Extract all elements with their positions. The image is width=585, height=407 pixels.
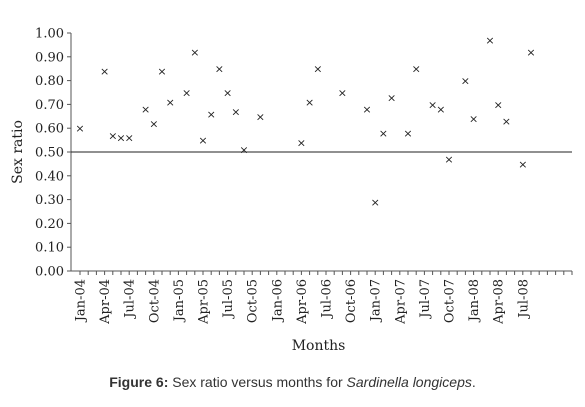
x-tick-label: Jul-05 (221, 279, 236, 320)
data-point: × (428, 98, 437, 111)
x-tick-label: Oct-07 (443, 279, 458, 323)
x-tick-label: Oct-04 (147, 279, 162, 323)
x-tick-label: Oct-05 (246, 279, 261, 323)
data-point: × (157, 65, 166, 78)
data-point: × (494, 98, 503, 111)
y-tick-label: 0.20 (35, 217, 64, 232)
data-point: × (305, 96, 314, 109)
y-tick-label: 0.50 (35, 146, 64, 161)
data-point: × (313, 63, 322, 76)
data-point: × (502, 115, 511, 128)
data-point: × (461, 75, 470, 88)
data-point: × (239, 144, 248, 157)
data-point: × (526, 46, 535, 59)
x-tick-label: Apr-08 (492, 279, 507, 325)
x-tick-label: Apr-06 (295, 279, 310, 325)
data-point: × (182, 87, 191, 100)
data-point: × (436, 103, 445, 116)
x-tick-label: Apr-07 (393, 279, 408, 325)
y-tick-label: 0.80 (35, 74, 64, 89)
x-tick-label: Apr-04 (98, 279, 113, 325)
data-point: × (231, 106, 240, 119)
caption-label: Figure 6: (109, 374, 169, 390)
data-point: × (297, 136, 306, 149)
data-point: × (166, 96, 175, 109)
figure-caption: Figure 6: Sex ratio versus months for Sa… (0, 374, 585, 390)
y-tick-label: 0.30 (35, 193, 64, 208)
x-tick-label: Jan-07 (369, 279, 384, 323)
x-tick-label: Oct-06 (344, 279, 359, 323)
data-point: × (518, 158, 527, 171)
x-tick-label: Jan-04 (74, 279, 89, 323)
data-point: × (141, 103, 150, 116)
caption-species: Sardinella longiceps (346, 374, 472, 390)
data-point: × (223, 87, 232, 100)
data-point: × (190, 46, 199, 59)
x-tick-label: Jan-05 (172, 279, 187, 323)
data-point: × (485, 34, 494, 47)
x-tick-label: Jul-08 (516, 279, 531, 320)
data-point: × (198, 134, 207, 147)
y-tick-label: 0.00 (35, 265, 64, 280)
y-axis-label: Sex ratio (10, 120, 26, 184)
data-point: × (338, 87, 347, 100)
y-tick-label: 0.60 (35, 122, 64, 137)
y-tick-label: 0.90 (35, 50, 64, 65)
data-point: × (371, 196, 380, 209)
data-point: × (100, 65, 109, 78)
scatter-chart: 0.00 0.10 0.20 0.30 0.40 0.50 0.60 0.70 0.80 0.90… (10, 27, 573, 354)
data-point: × (444, 153, 453, 166)
x-tick-label: Jan-08 (467, 279, 482, 323)
data-point: × (469, 113, 478, 126)
data-point: × (116, 132, 125, 145)
data-point: × (256, 110, 265, 123)
x-axis-label: Months (292, 338, 346, 354)
data-point: × (108, 129, 117, 142)
x-tick-label: Jul-04 (123, 279, 138, 320)
data-point: × (125, 132, 134, 145)
data-point: × (412, 63, 421, 76)
data-point: × (207, 108, 216, 121)
data-point: × (215, 63, 224, 76)
x-tick-label: Jul-06 (320, 279, 335, 320)
y-tick-label: 1.00 (35, 27, 64, 42)
caption-end: . (471, 374, 476, 390)
y-tick-label: 0.10 (35, 241, 64, 256)
x-tick-label: Apr-05 (197, 279, 212, 325)
data-point: × (403, 127, 412, 140)
y-tick-label: 0.70 (35, 98, 64, 113)
data-point: × (387, 91, 396, 104)
x-tick-label: Jul-07 (418, 279, 433, 320)
data-point: × (379, 127, 388, 140)
data-point: × (362, 103, 371, 116)
x-tick-label: Jan-06 (270, 279, 285, 323)
caption-text: Sex ratio versus months for (168, 374, 347, 390)
data-point: × (75, 122, 84, 135)
y-tick-label: 0.40 (35, 169, 64, 184)
data-point: × (149, 117, 158, 130)
